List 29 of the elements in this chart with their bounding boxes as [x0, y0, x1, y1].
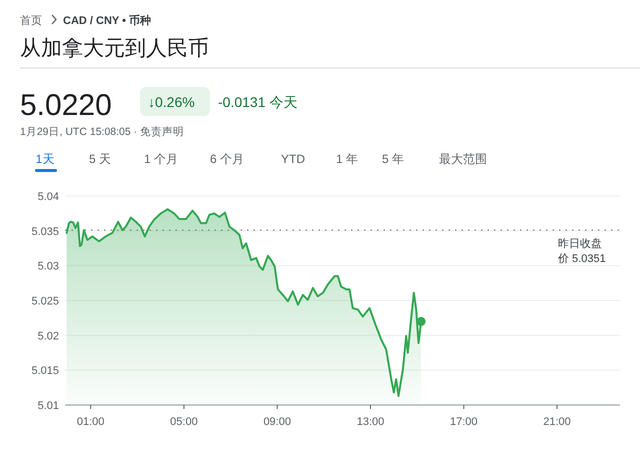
text: YTD — [281, 152, 306, 166]
chart-title: 从加拿大元到人民币 — [20, 37, 209, 60]
text: 5.0220 — [20, 89, 112, 122]
text: -0.0131 今天 — [218, 94, 298, 110]
x-tick-label: 21:00 — [543, 416, 571, 428]
text: 1 个月 — [144, 152, 178, 166]
text: 1天 — [36, 152, 54, 166]
x-tick-label: 05:00 — [170, 416, 198, 428]
y-tick-label: 5.015 — [31, 365, 59, 378]
y-tick-label: 5.01 — [38, 400, 59, 412]
x-tick-label: 01:00 — [76, 416, 104, 428]
y-tick-label: 5.035 — [31, 226, 59, 238]
text: 1月29日, UTC 15:08:05 · 免责声明 — [20, 125, 184, 138]
y-tick-label: 5.02 — [38, 330, 59, 342]
text: 首页 — [20, 15, 42, 27]
x-tick-label: 17:00 — [450, 416, 478, 428]
text: ↓0.26% — [148, 94, 195, 110]
text: 6 个月 — [210, 152, 244, 166]
ref-line-label: 昨日收盘价 5.0351 — [557, 238, 606, 266]
x-tick-label: 13:00 — [356, 416, 384, 428]
text: CAD / CNY • 币种 — [63, 14, 151, 27]
text: 1 年 — [336, 152, 358, 166]
text: 5 年 — [382, 152, 404, 166]
y-tick-label: 5.025 — [31, 296, 59, 308]
x-tick-label: 09:00 — [263, 416, 291, 428]
text: 最大范围 — [439, 152, 487, 166]
y-tick-label: 5.03 — [38, 260, 59, 273]
text: 5 天 — [88, 152, 112, 166]
y-tick-label: 5.04 — [38, 191, 59, 203]
